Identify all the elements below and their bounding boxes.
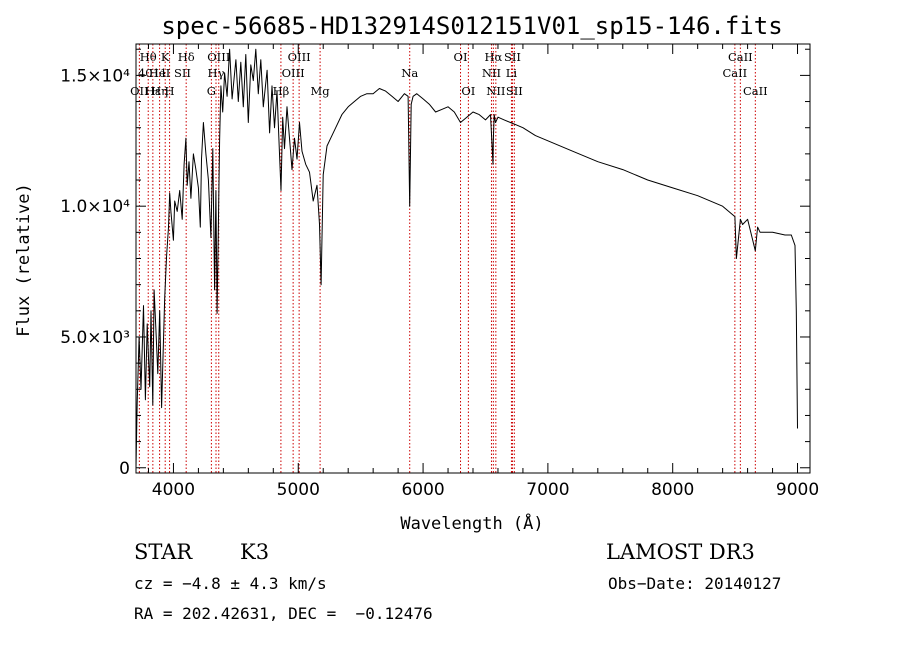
y-tick-label: 0	[119, 459, 130, 479]
obs-date-text: Obs−Date: 20140127	[608, 574, 782, 593]
spectral-line-label: Hα	[484, 50, 502, 64]
chart-title: spec-56685-HD132914S012151V01_sp15-146.f…	[161, 12, 782, 40]
spectral-line-label: NII	[482, 66, 501, 80]
spectral-line-label: OI	[461, 84, 475, 98]
x-axis-label: Wavelength (Å)	[400, 512, 543, 534]
spectral-line-label: 4011	[138, 66, 167, 80]
spectral-line-label: G	[207, 84, 216, 98]
spectral-line-label: CaII	[728, 50, 753, 64]
y-tick-label: 5.0×10³	[60, 328, 130, 348]
survey-name: LAMOST DR3	[606, 540, 755, 564]
y-tick-label: 1.0×10⁴	[60, 197, 130, 217]
spectral-line-label: Hη	[151, 84, 168, 98]
spectral-line-label: OIII	[288, 50, 311, 64]
y-axis-label: Flux (relative)	[14, 183, 34, 337]
reference-lines	[138, 44, 756, 473]
x-tick-label: 5000	[277, 480, 320, 500]
spectral-line-label: Hγ	[208, 66, 225, 80]
object-class: STAR	[134, 540, 193, 564]
spectral-line-label: Hδ	[178, 50, 195, 64]
x-tick-label: 4000	[152, 480, 195, 500]
coordinates-text: RA = 202.42631, DEC = −0.12476	[134, 604, 433, 623]
spectral-line-label: CaII	[722, 66, 747, 80]
spectral-line-label: Li	[506, 66, 518, 80]
object-subclass: K3	[240, 540, 270, 564]
spectral-line-label: HeI	[149, 66, 170, 80]
spectrum-series	[135, 48, 798, 468]
spectral-line-label: OIII	[207, 50, 230, 64]
spectral-line-label: SII	[174, 66, 191, 80]
spectral-line-label: Hθ	[140, 50, 157, 64]
spectral-line-label: OIII	[282, 66, 305, 80]
x-tick-label: 6000	[401, 480, 444, 500]
spectral-line-label: OII	[130, 84, 149, 98]
x-tick-label: 9000	[776, 480, 819, 500]
spectral-line-label: Mg	[311, 84, 331, 98]
plot-frame	[135, 43, 811, 474]
spectral-line-label: H	[165, 84, 175, 98]
spectral-line-label: SII	[504, 50, 521, 64]
spectral-line-label: SII	[506, 84, 523, 98]
y-tick-label: 1.5×10⁴	[60, 66, 130, 86]
spectral-line-label: Hε	[145, 84, 161, 98]
spectral-line-label: Na	[401, 66, 418, 80]
spectral-line-label: NII	[486, 84, 505, 98]
spectral-line-label: Hβ	[273, 84, 290, 98]
x-tick-label: 7000	[526, 480, 569, 500]
spectral-line-label: CaII	[743, 84, 768, 98]
spectrum-line	[135, 48, 798, 468]
redshift-text: cz = −4.8 ± 4.3 km/s	[134, 574, 327, 593]
axis-ticks: 4000 5000 6000 7000 8000 9000 0 5.0×10³ 1.0×10⁴ 1…	[60, 44, 819, 500]
spectral-line-label: K	[161, 50, 170, 64]
x-tick-label: 8000	[651, 480, 694, 500]
spectral-line-label: OI	[454, 50, 468, 64]
